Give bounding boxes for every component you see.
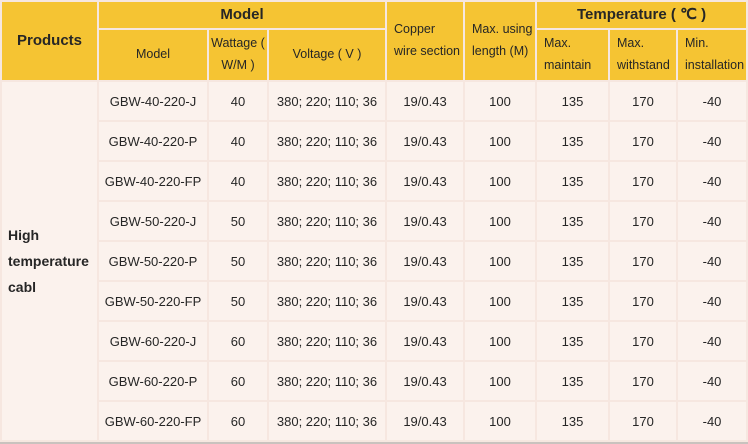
- max-maintain-cell: 135: [537, 122, 609, 161]
- wattage-cell: 50: [209, 202, 267, 241]
- max-withstand-cell: 170: [610, 242, 677, 281]
- max-using-length-cell: 100: [465, 242, 536, 281]
- max-using-length-cell: 100: [465, 162, 536, 201]
- col-header-max-withstand: Max. withstand: [610, 30, 677, 81]
- model-cell: GBW-40-220-J: [99, 82, 207, 121]
- min-installation-cell: -40: [678, 122, 747, 161]
- table-header: Products Model Copper wire section Max. …: [2, 2, 747, 81]
- min-installation-cell: -40: [678, 202, 747, 241]
- max-using-length-cell: 100: [465, 322, 536, 361]
- header-row-groups: Products Model Copper wire section Max. …: [2, 2, 747, 81]
- product-name-cell: High temperature cabl: [2, 82, 97, 441]
- max-maintain-cell: 135: [537, 82, 609, 121]
- col-header-max-using-length: Max. using length (M): [465, 2, 536, 81]
- max-maintain-cell: 135: [537, 282, 609, 321]
- col-header-min-installation: Min. installation: [678, 30, 747, 81]
- table-row: GBW-50-220-P 50 380; 220; 110; 36 19/0.43 10…: [2, 242, 747, 281]
- table-row: GBW-50-220-J 50 380; 220; 110; 36 19/0.43 10…: [2, 202, 747, 241]
- copper-wire-section-cell: 19/0.43: [387, 362, 464, 401]
- table-row: GBW-40-220-FP 40 380; 220; 110; 36 19/0.43 1…: [2, 162, 747, 201]
- voltage-cell: 380; 220; 110; 36: [269, 82, 386, 121]
- voltage-cell: 380; 220; 110; 36: [269, 122, 386, 161]
- voltage-cell: 380; 220; 110; 36: [269, 322, 386, 361]
- max-maintain-cell: 135: [537, 402, 609, 441]
- wattage-cell: 60: [209, 402, 267, 441]
- min-installation-cell: -40: [678, 402, 747, 441]
- max-using-length-cell: 100: [465, 362, 536, 401]
- header-row-columns: Model Wattage ( W/M ) Voltage ( V ) Max.…: [2, 30, 747, 81]
- max-using-length-cell: 100: [465, 122, 536, 161]
- max-withstand-cell: 170: [610, 362, 677, 401]
- max-maintain-cell: 135: [537, 162, 609, 201]
- wattage-cell: 40: [209, 122, 267, 161]
- table-row: GBW-40-220-P 40 380; 220; 110; 36 19/0.43 10…: [2, 122, 747, 161]
- model-cell: GBW-60-220-J: [99, 322, 207, 361]
- max-withstand-cell: 170: [610, 162, 677, 201]
- model-cell: GBW-40-220-P: [99, 122, 207, 161]
- model-cell: GBW-50-220-P: [99, 242, 207, 281]
- max-maintain-cell: 135: [537, 362, 609, 401]
- wattage-cell: 40: [209, 82, 267, 121]
- copper-wire-section-cell: 19/0.43: [387, 122, 464, 161]
- copper-wire-section-cell: 19/0.43: [387, 282, 464, 321]
- max-maintain-cell: 135: [537, 322, 609, 361]
- max-withstand-cell: 170: [610, 282, 677, 321]
- model-cell: GBW-50-220-FP: [99, 282, 207, 321]
- col-header-copper-wire-section: Copper wire section: [387, 2, 464, 81]
- col-header-max-maintain: Max. maintain: [537, 30, 609, 81]
- copper-wire-section-cell: 19/0.43: [387, 202, 464, 241]
- max-maintain-cell: 135: [537, 202, 609, 241]
- min-installation-cell: -40: [678, 362, 747, 401]
- model-cell: GBW-60-220-P: [99, 362, 207, 401]
- max-using-length-cell: 100: [465, 402, 536, 441]
- min-installation-cell: -40: [678, 282, 747, 321]
- voltage-cell: 380; 220; 110; 36: [269, 282, 386, 321]
- model-cell: GBW-50-220-J: [99, 202, 207, 241]
- voltage-cell: 380; 220; 110; 36: [269, 362, 386, 401]
- max-withstand-cell: 170: [610, 322, 677, 361]
- max-using-length-cell: 100: [465, 202, 536, 241]
- wattage-cell: 50: [209, 242, 267, 281]
- voltage-cell: 380; 220; 110; 36: [269, 402, 386, 441]
- temperature-group-header: Temperature ( ℃ ): [537, 2, 747, 29]
- copper-wire-section-cell: 19/0.43: [387, 162, 464, 201]
- col-header-wattage: Wattage ( W/M ): [209, 30, 267, 81]
- table-row: GBW-60-220-P 60 380; 220; 110; 36 19/0.43 10…: [2, 362, 747, 401]
- copper-wire-section-cell: 19/0.43: [387, 242, 464, 281]
- max-maintain-cell: 135: [537, 242, 609, 281]
- wattage-cell: 50: [209, 282, 267, 321]
- wattage-cell: 60: [209, 362, 267, 401]
- table-row: GBW-50-220-FP 50 380; 220; 110; 36 19/0.43 1…: [2, 282, 747, 321]
- voltage-cell: 380; 220; 110; 36: [269, 202, 386, 241]
- copper-wire-section-cell: 19/0.43: [387, 402, 464, 441]
- model-cell: GBW-60-220-FP: [99, 402, 207, 441]
- voltage-cell: 380; 220; 110; 36: [269, 242, 386, 281]
- table-row: GBW-60-220-J 60 380; 220; 110; 36 19/0.43 10…: [2, 322, 747, 361]
- products-header: Products: [2, 2, 97, 81]
- table-body: High temperature cabl GBW-40-220-J 40 380; …: [2, 82, 747, 441]
- voltage-cell: 380; 220; 110; 36: [269, 162, 386, 201]
- wattage-cell: 60: [209, 322, 267, 361]
- min-installation-cell: -40: [678, 322, 747, 361]
- copper-wire-section-cell: 19/0.43: [387, 82, 464, 121]
- max-withstand-cell: 170: [610, 122, 677, 161]
- model-group-header: Model: [99, 2, 386, 29]
- table-row: GBW-60-220-FP 60 380; 220; 110; 36 19/0.43 1…: [2, 402, 747, 441]
- wattage-cell: 40: [209, 162, 267, 201]
- max-using-length-cell: 100: [465, 282, 536, 321]
- table-row: High temperature cabl GBW-40-220-J 40 380; …: [2, 82, 747, 441]
- max-using-length-cell: 100: [465, 82, 536, 121]
- max-withstand-cell: 170: [610, 82, 677, 121]
- model-cell: GBW-40-220-FP: [99, 162, 207, 201]
- max-withstand-cell: 170: [610, 402, 677, 441]
- copper-wire-section-cell: 19/0.43: [387, 322, 464, 361]
- min-installation-cell: -40: [678, 82, 747, 121]
- col-header-model: Model: [99, 30, 207, 81]
- min-installation-cell: -40: [678, 162, 747, 201]
- min-installation-cell: -40: [678, 242, 747, 281]
- col-header-voltage: Voltage ( V ): [269, 30, 386, 81]
- max-withstand-cell: 170: [610, 202, 677, 241]
